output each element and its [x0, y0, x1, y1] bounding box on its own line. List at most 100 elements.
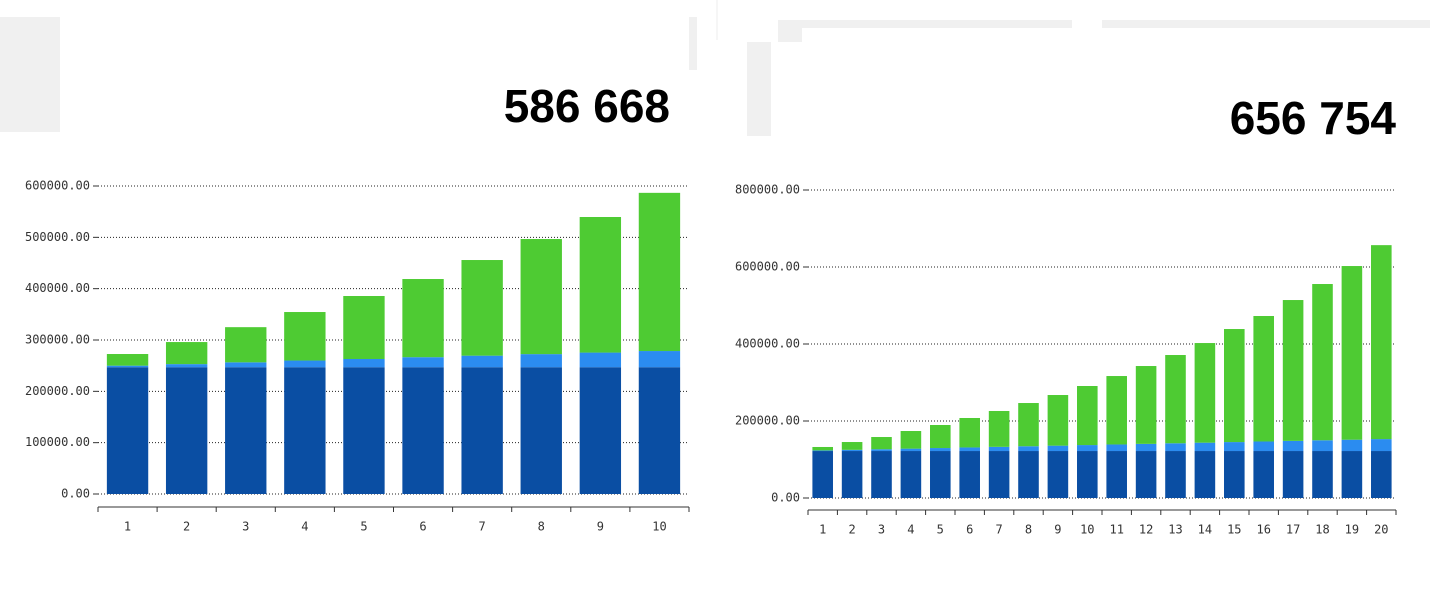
bar-segment: [871, 451, 892, 498]
bar-segment: [520, 239, 562, 355]
bar-segment: [1047, 445, 1069, 452]
bar-segment: [343, 296, 385, 359]
bar-segment: [1194, 442, 1216, 452]
bar-segment: [402, 357, 444, 368]
bar-segment: [284, 367, 326, 494]
bar-segment: [520, 354, 562, 368]
bar-segment: [402, 279, 444, 358]
y-tick-label: 500000.00: [25, 230, 90, 244]
bar-segment: [1018, 451, 1039, 498]
panel-bg: [1102, 20, 1430, 28]
y-tick-label: 100000.00: [25, 435, 90, 449]
bar-segment: [1194, 451, 1216, 498]
bar-segment: [812, 450, 833, 452]
bar-segment: [1106, 451, 1127, 498]
bar-segment: [1018, 403, 1039, 447]
bar-segment: [900, 451, 922, 498]
panel-bg: [0, 17, 60, 132]
bar-segment: [225, 367, 267, 494]
x-tick-label: 5: [937, 523, 944, 537]
bar-segment: [959, 447, 980, 452]
bar-segment: [930, 425, 951, 449]
bar-segment: [225, 362, 267, 368]
bar-segment: [284, 312, 326, 361]
y-tick-label: 200000.00: [25, 384, 90, 398]
bar-segment: [871, 449, 892, 452]
y-tick-label: 400000.00: [735, 337, 800, 351]
bar-segment: [1341, 451, 1363, 498]
x-tick-label: 3: [878, 523, 885, 537]
bar-segment: [1312, 440, 1333, 452]
bar-segment: [1282, 451, 1304, 498]
bar-segment: [1165, 451, 1186, 498]
x-tick-label: 20: [1374, 523, 1388, 537]
bar-segment: [106, 367, 149, 494]
bar-segment: [1341, 439, 1363, 452]
bar-segment: [1341, 266, 1363, 440]
bar-segment: [1253, 451, 1274, 498]
bar-segment: [1312, 451, 1333, 498]
x-tick-label: 9: [1054, 523, 1061, 537]
bar-segment: [1282, 440, 1304, 452]
bar-segment: [930, 448, 951, 452]
bar-segment: [841, 451, 863, 498]
panel-bg: [778, 20, 1072, 28]
bar-segment: [284, 360, 326, 368]
x-tick-label: 7: [995, 523, 1002, 537]
bar-segment: [343, 358, 385, 368]
bar-segment: [1047, 451, 1069, 498]
y-tick-label: 0.00: [61, 487, 90, 501]
panel-bg: [689, 17, 697, 70]
bar-segment: [1371, 451, 1392, 498]
headline-number: 586 668: [504, 80, 670, 132]
headline-number: 656 754: [1230, 92, 1397, 144]
bar-segment: [1253, 441, 1274, 452]
bar-segment: [1106, 444, 1127, 452]
bar-segment: [579, 367, 622, 494]
bar-segment: [930, 451, 951, 498]
bar-segment: [520, 367, 562, 494]
x-tick-label: 6: [419, 520, 426, 534]
bar-segment: [1224, 442, 1245, 452]
x-tick-label: 18: [1315, 523, 1329, 537]
x-tick-label: 4: [301, 520, 308, 534]
bar-segment: [959, 451, 980, 498]
bar-segment: [1077, 451, 1098, 498]
bar-segment: [461, 260, 503, 356]
y-tick-label: 0.00: [771, 491, 800, 505]
bar-segment: [1135, 443, 1157, 452]
panel-bg: [747, 42, 771, 136]
bar-segment: [1018, 446, 1039, 452]
bar-segment: [871, 437, 892, 450]
x-tick-label: 12: [1139, 523, 1153, 537]
x-tick-label: 4: [907, 523, 914, 537]
bar-segment: [402, 367, 444, 494]
bar-segment: [1106, 376, 1127, 445]
bar-segment: [106, 365, 149, 368]
x-tick-label: 1: [819, 523, 826, 537]
x-tick-label: 8: [1025, 523, 1032, 537]
bar-segment: [1077, 445, 1098, 452]
x-tick-label: 8: [538, 520, 545, 534]
bar-segment: [638, 192, 681, 352]
bar-segment: [1371, 245, 1392, 440]
bar-segment: [638, 351, 681, 368]
bar-segment: [165, 342, 208, 365]
bar-segment: [841, 449, 863, 452]
x-tick-label: 11: [1109, 523, 1123, 537]
bar-segment: [1224, 451, 1245, 498]
bar-segment: [1135, 366, 1157, 444]
y-tick-label: 600000.00: [735, 260, 800, 274]
bar-segment: [106, 354, 149, 366]
x-tick-label: 14: [1198, 523, 1212, 537]
x-tick-label: 6: [966, 523, 973, 537]
bar-segment: [579, 352, 622, 368]
bar-segment: [1282, 300, 1304, 441]
y-tick-label: 300000.00: [25, 333, 90, 347]
bar-segment: [900, 431, 922, 449]
x-tick-label: 10: [652, 520, 666, 534]
bar-segment: [1253, 316, 1274, 442]
bar-segment: [1165, 355, 1186, 444]
x-tick-label: 10: [1080, 523, 1094, 537]
